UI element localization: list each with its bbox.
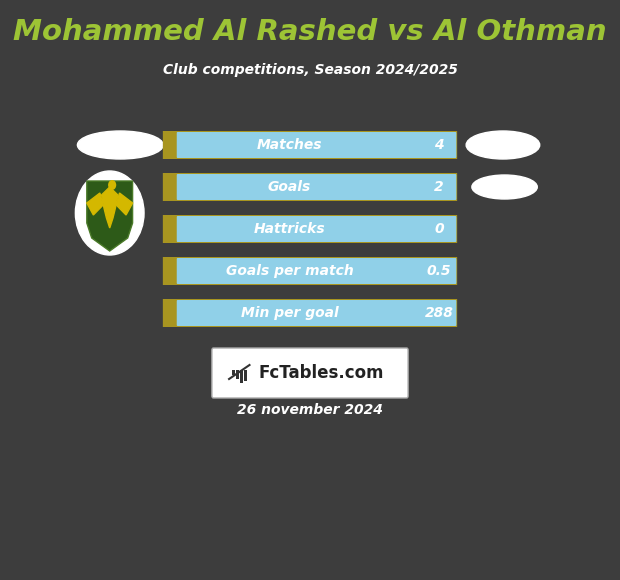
- Polygon shape: [102, 187, 118, 228]
- Bar: [240, 370, 243, 383]
- FancyBboxPatch shape: [163, 215, 457, 243]
- FancyBboxPatch shape: [163, 257, 457, 285]
- Ellipse shape: [472, 175, 538, 199]
- Text: 26 november 2024: 26 november 2024: [237, 403, 383, 417]
- Bar: [236, 370, 239, 379]
- FancyBboxPatch shape: [163, 173, 457, 201]
- Circle shape: [76, 171, 144, 255]
- Bar: [231, 370, 235, 375]
- FancyBboxPatch shape: [177, 258, 456, 284]
- FancyBboxPatch shape: [266, 259, 456, 283]
- Text: 288: 288: [425, 306, 454, 320]
- FancyBboxPatch shape: [163, 299, 457, 327]
- FancyBboxPatch shape: [177, 132, 456, 158]
- Text: 4: 4: [435, 138, 444, 152]
- Text: 0: 0: [435, 222, 444, 236]
- Polygon shape: [87, 193, 103, 215]
- FancyBboxPatch shape: [266, 175, 456, 199]
- Text: FcTables.com: FcTables.com: [259, 364, 384, 382]
- Text: Club competitions, Season 2024/2025: Club competitions, Season 2024/2025: [162, 63, 458, 77]
- Text: Min per goal: Min per goal: [241, 306, 339, 320]
- FancyBboxPatch shape: [177, 300, 456, 326]
- FancyBboxPatch shape: [266, 217, 456, 241]
- Bar: [244, 370, 247, 381]
- Polygon shape: [116, 193, 133, 215]
- Text: Matches: Matches: [257, 138, 322, 152]
- FancyBboxPatch shape: [177, 216, 456, 242]
- FancyBboxPatch shape: [266, 301, 456, 325]
- Text: Goals: Goals: [268, 180, 311, 194]
- Text: 2: 2: [435, 180, 444, 194]
- FancyBboxPatch shape: [177, 174, 456, 200]
- Ellipse shape: [78, 131, 163, 159]
- Ellipse shape: [466, 131, 540, 159]
- Text: 0.5: 0.5: [427, 264, 451, 278]
- FancyBboxPatch shape: [212, 348, 408, 398]
- Polygon shape: [87, 181, 133, 251]
- Circle shape: [108, 180, 116, 190]
- Text: Goals per match: Goals per match: [226, 264, 353, 278]
- Text: Mohammed Al Rashed vs Al Othman: Mohammed Al Rashed vs Al Othman: [13, 18, 607, 46]
- FancyBboxPatch shape: [266, 133, 456, 157]
- FancyBboxPatch shape: [163, 131, 457, 159]
- Text: Hattricks: Hattricks: [254, 222, 326, 236]
